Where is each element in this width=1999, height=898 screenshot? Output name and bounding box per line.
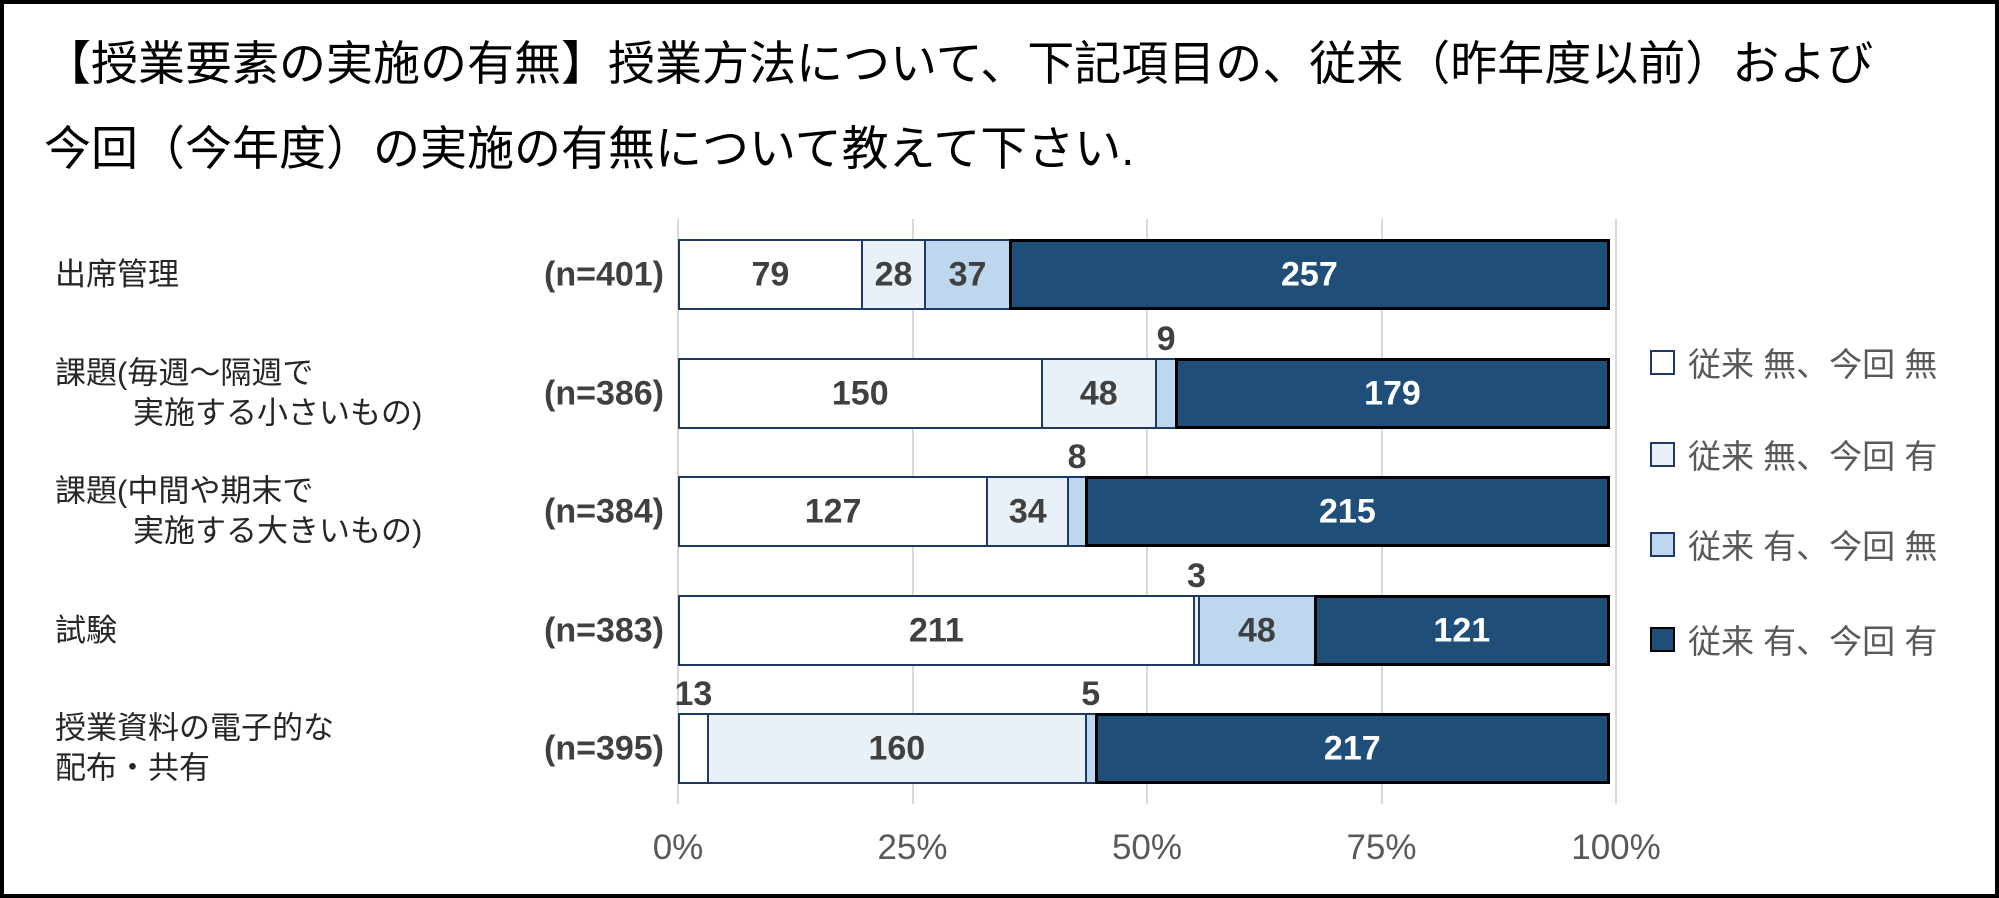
bar-segment-none-none: 13 xyxy=(675,677,712,784)
legend-label: 従来 有、今回 無 xyxy=(1688,528,1938,565)
chart-title-line2: 今回（今年度）の実施の有無について教えて下さい. xyxy=(44,121,1135,175)
bar-segment-yes-yes: 215 xyxy=(1084,476,1610,547)
bar-value-label: 211 xyxy=(908,611,964,649)
category-label: 課題(中間や期末で 実施する大きいもの) xyxy=(55,473,423,549)
legend-item-none-yes: 従来 無、今回 有 xyxy=(1650,432,1937,476)
category-label: 課題(毎週～隔週で 実施する小さいもの) xyxy=(55,355,423,431)
stacked-bar: 13 160 5 217 xyxy=(675,677,1616,784)
x-axis-tick-0: 0% xyxy=(652,828,704,867)
bar-segment-yes-yes: 257 xyxy=(1008,239,1610,310)
legend: 従来 無、今回 無 従来 無、今回 有 従来 有、今回 無 従来 有、今回 有 xyxy=(1650,4,1995,894)
bar-value-label: 28 xyxy=(874,255,913,293)
legend-swatch-palest-blue xyxy=(1650,441,1675,467)
stacked-bar: 79 28 37 257 xyxy=(678,239,1616,310)
gridline-100 xyxy=(1615,219,1617,804)
bar-value-label: 179 xyxy=(1364,374,1421,412)
legend-item-yes-yes: 従来 有、今回 有 xyxy=(1650,617,1937,661)
legend-swatch-dark-blue xyxy=(1650,626,1675,652)
stacked-bar: 211 3 48 121 xyxy=(678,559,1616,666)
legend-label: 従来 無、今回 有 xyxy=(1688,438,1938,475)
bar-segment-yes-none: 48 xyxy=(1198,595,1316,666)
bar-value-label: 48 xyxy=(1237,611,1276,649)
bar-value-label: 160 xyxy=(868,729,926,767)
sample-size-label: (n=395) xyxy=(544,729,664,767)
bar-value-label: 150 xyxy=(831,374,889,412)
bar-segment-yes-none: 37 xyxy=(924,239,1011,310)
bar-row-digital-materials: 授業資料の電子的な 配布・共有 (n=395) 13 160 5 217 xyxy=(4,677,1995,786)
bar-segment-none-yes: 160 xyxy=(706,713,1087,784)
bar-segment-yes-none: 9 xyxy=(1155,322,1177,429)
legend-label: 従来 無、今回 無 xyxy=(1688,346,1938,383)
bar-value-label: 257 xyxy=(1281,255,1338,293)
legend-item-yes-none: 従来 有、今回 無 xyxy=(1650,522,1937,566)
bar-segment-yes-yes: 179 xyxy=(1175,358,1610,429)
bar-row-attendance: 出席管理 (n=401) 79 28 37 257 xyxy=(4,239,1995,310)
x-axis-tick-75: 75% xyxy=(1346,828,1417,867)
bar-value-label: 121 xyxy=(1433,611,1491,649)
stacked-bar: 127 34 8 215 xyxy=(678,440,1616,547)
bar-value-label: 9 xyxy=(1156,320,1176,358)
legend-swatch-white xyxy=(1650,349,1675,375)
bar-row-small-assignments: 課題(毎週～隔週で 実施する小さいもの) (n=386) 150 48 9 17… xyxy=(4,322,1995,431)
bar-row-large-assignments: 課題(中間や期末で 実施する大きいもの) (n=384) 127 34 8 21… xyxy=(4,440,1995,549)
chart-title: 【授業要素の実施の有無】授業方法について、下記項目の、従来（昨年度以前）および … xyxy=(44,22,1974,191)
bar-value-label: 217 xyxy=(1323,729,1381,767)
bar-value-label: 79 xyxy=(751,255,790,293)
bar-row-exams: 試験 (n=383) 211 3 48 121 xyxy=(4,559,1995,666)
x-axis-tick-25: 25% xyxy=(877,828,948,867)
sample-size-label: (n=401) xyxy=(544,255,664,293)
bar-value-label: 8 xyxy=(1067,438,1087,476)
bar-segment-none-yes: 34 xyxy=(986,476,1070,547)
bar-value-label: 37 xyxy=(948,255,987,293)
sample-size-label: (n=386) xyxy=(544,374,664,412)
x-axis-tick-100: 100% xyxy=(1571,828,1661,867)
bar-value-label: 34 xyxy=(1008,492,1047,530)
bar-segment-none-none: 150 xyxy=(678,358,1043,429)
x-axis-tick-50: 50% xyxy=(1111,828,1183,867)
bar-segment-none-yes: 28 xyxy=(860,239,927,310)
chart-title-line1: 【授業要素の実施の有無】授業方法について、下記項目の、従来（昨年度以前）および xyxy=(44,37,1874,90)
bar-segment-none-yes: 48 xyxy=(1040,358,1158,429)
bar-segment-none-none: 79 xyxy=(678,239,863,310)
sample-size-label: (n=383) xyxy=(544,611,664,649)
bar-value-label: 5 xyxy=(1081,675,1101,713)
sample-size-label: (n=384) xyxy=(544,492,664,530)
bar-value-label: 13 xyxy=(674,675,713,713)
bar-segment-yes-yes: 217 xyxy=(1094,713,1610,784)
legend-item-none-none: 従来 無、今回 無 xyxy=(1650,340,1937,384)
bar-segment-yes-yes: 121 xyxy=(1313,595,1610,666)
stacked-bar: 150 48 9 179 xyxy=(678,322,1616,429)
legend-label: 従来 有、今回 有 xyxy=(1688,623,1938,660)
category-label: 試験 xyxy=(55,612,117,648)
bar-segment-none-none: 127 xyxy=(678,476,989,547)
bar-value-label: 3 xyxy=(1186,557,1206,595)
legend-swatch-light-blue xyxy=(1650,531,1675,557)
bar-value-label: 127 xyxy=(804,492,862,530)
bar-segment-none-none: 211 xyxy=(678,595,1195,666)
bar-value-label: 215 xyxy=(1319,492,1376,530)
bar-value-label: 48 xyxy=(1079,374,1118,412)
category-label: 出席管理 xyxy=(55,256,179,292)
category-label: 授業資料の電子的な 配布・共有 xyxy=(55,710,334,786)
